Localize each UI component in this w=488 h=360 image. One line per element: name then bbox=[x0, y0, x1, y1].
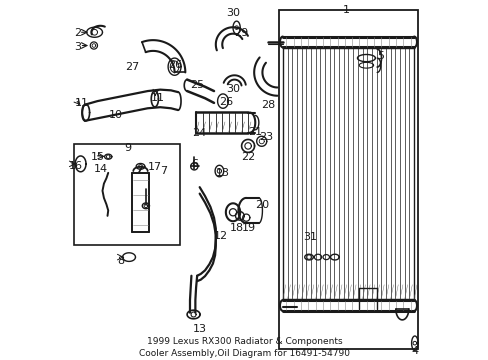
Text: 15: 15 bbox=[91, 152, 105, 162]
Text: 21: 21 bbox=[247, 127, 262, 136]
Bar bbox=[74, 144, 180, 244]
Text: 18: 18 bbox=[230, 224, 244, 233]
Text: 16: 16 bbox=[69, 161, 82, 171]
Text: 1999 Lexus RX300 Radiator & Components
Cooler Assembly,Oil Diagram for 16491-547: 1999 Lexus RX300 Radiator & Components C… bbox=[139, 337, 349, 358]
Text: 11: 11 bbox=[75, 98, 89, 108]
Text: 14: 14 bbox=[94, 164, 108, 174]
Text: 4: 4 bbox=[410, 346, 418, 356]
Text: 20: 20 bbox=[255, 200, 269, 210]
Text: 10: 10 bbox=[108, 111, 122, 121]
Text: 3: 3 bbox=[74, 42, 81, 52]
Text: 13: 13 bbox=[192, 324, 206, 334]
Text: 25: 25 bbox=[190, 80, 203, 90]
Text: 23: 23 bbox=[258, 132, 272, 142]
Text: 5: 5 bbox=[376, 51, 384, 61]
Text: 30: 30 bbox=[226, 84, 240, 94]
Text: 8: 8 bbox=[117, 256, 124, 266]
Text: 19: 19 bbox=[242, 224, 256, 233]
Text: 17: 17 bbox=[147, 162, 162, 172]
Text: 12: 12 bbox=[214, 231, 228, 240]
Bar bbox=[278, 10, 418, 348]
Text: 13: 13 bbox=[215, 168, 229, 178]
Text: 9: 9 bbox=[124, 143, 131, 153]
Text: 30: 30 bbox=[225, 8, 239, 18]
Text: 11: 11 bbox=[151, 93, 165, 103]
Text: 7: 7 bbox=[160, 166, 167, 176]
Text: 22: 22 bbox=[241, 152, 255, 162]
Text: 28: 28 bbox=[260, 100, 274, 110]
Text: 6: 6 bbox=[190, 159, 197, 169]
Text: 27: 27 bbox=[125, 62, 139, 72]
Text: 2: 2 bbox=[74, 28, 81, 38]
Text: 31: 31 bbox=[303, 232, 317, 242]
Text: 26: 26 bbox=[219, 97, 233, 107]
Text: 1: 1 bbox=[343, 5, 349, 15]
Text: 26: 26 bbox=[167, 60, 182, 70]
Text: 29: 29 bbox=[233, 28, 247, 38]
Text: 24: 24 bbox=[192, 129, 206, 138]
